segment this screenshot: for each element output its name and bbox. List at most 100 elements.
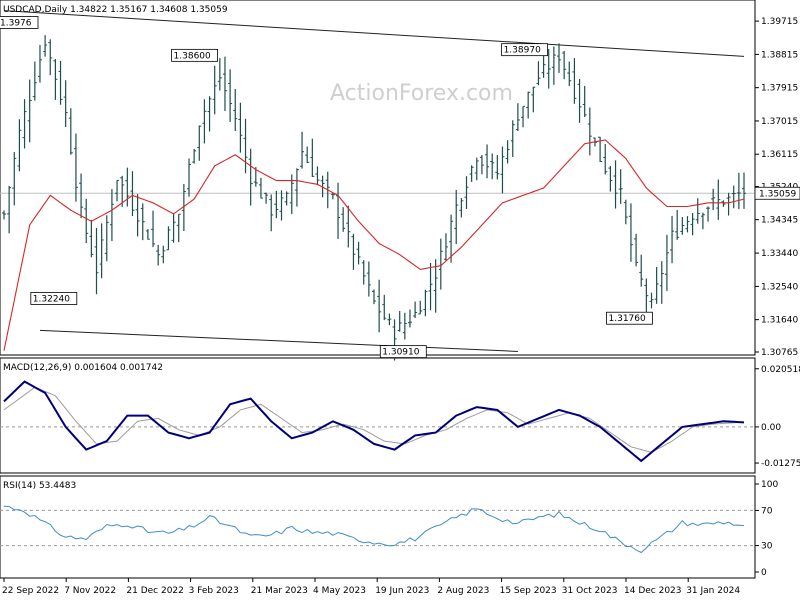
price-annotation: 1.30910 — [379, 345, 427, 359]
price-bar — [17, 119, 22, 172]
macd-pane-frame — [0, 357, 756, 474]
current-price-box: 1.35059 — [754, 186, 800, 200]
price-bar — [536, 61, 541, 86]
price-bar — [443, 233, 448, 261]
price-bar — [130, 171, 135, 217]
watermark: ActionForex.com — [330, 81, 513, 106]
price-ytick: 1.37915 — [755, 84, 798, 94]
price-bar — [7, 185, 12, 234]
rsi-lines — [0, 505, 755, 554]
tick-label: 31 Oct 2023 — [562, 586, 618, 596]
price-bar — [238, 102, 243, 153]
price-bar — [53, 59, 58, 100]
x-tick: 4 May 2023 — [313, 578, 366, 596]
price-bar — [181, 184, 186, 232]
price-bar — [469, 165, 474, 182]
annotation-box — [379, 345, 427, 359]
price-bar — [639, 254, 644, 287]
price-bar — [572, 58, 577, 104]
tick-label: 22 Sep 2022 — [2, 586, 59, 596]
annotation-label: 1.38970 — [504, 46, 541, 56]
price-bar — [567, 61, 572, 87]
price-ytick: 1.34345 — [755, 216, 798, 226]
macd-signal-line — [3, 386, 745, 453]
price-bar — [557, 43, 561, 73]
price-bar — [675, 209, 680, 240]
price-bar — [372, 289, 376, 305]
price-bar — [2, 210, 6, 220]
price-bar — [99, 223, 104, 279]
price-bar — [438, 238, 443, 290]
tick-label: 1.37015 — [761, 117, 798, 127]
price-bar — [346, 205, 351, 248]
price-bar — [618, 169, 623, 204]
price-bar — [156, 244, 161, 266]
price-bar — [742, 172, 746, 209]
price-bar — [222, 56, 227, 112]
annotation-label: 1.31760 — [609, 314, 646, 324]
current-price-label: 1.35059 — [759, 189, 796, 199]
price-bar — [510, 120, 515, 157]
x-tick: 21 Dec 2022 — [126, 578, 184, 596]
price-bar — [459, 198, 464, 218]
tick-label: 21 Dec 2022 — [126, 586, 183, 596]
tick-label: 1.32540 — [761, 282, 798, 292]
price-bar — [341, 207, 346, 232]
macd-pane-title: MACD(12,26,9) 0.001604 0.001742 — [3, 363, 163, 373]
price-bar — [423, 289, 428, 317]
price-bar — [176, 213, 181, 243]
price-bar — [690, 213, 695, 236]
macd-ytick: 0.020518 — [755, 365, 800, 375]
tick-label: 0 — [761, 568, 767, 578]
price-bar — [27, 79, 32, 143]
price-bar — [500, 146, 505, 194]
price-bar — [515, 103, 520, 132]
price-bar — [274, 190, 279, 219]
rsi-line — [3, 505, 745, 554]
annotation-label: 1.3976 — [0, 18, 32, 28]
price-bar — [731, 185, 736, 209]
x-tick: 21 Mar 2023 — [251, 578, 308, 596]
price-bar — [305, 146, 310, 164]
price-bar — [294, 168, 299, 207]
price-bar — [711, 188, 716, 211]
price-bar — [202, 99, 207, 144]
annotation-box — [606, 311, 653, 325]
y-axis-ticks: 1.397151.388151.379151.370151.361151.352… — [754, 17, 800, 578]
tick-label: 1.31640 — [761, 316, 798, 326]
tick-label: 1.38815 — [761, 50, 798, 60]
annotation-label: 1.32240 — [33, 294, 70, 304]
price-bar — [68, 108, 73, 155]
tick-label: 1.39715 — [761, 17, 798, 27]
tick-label: 0.00 — [761, 423, 781, 433]
price-bar — [351, 233, 356, 270]
x-tick: 2 Aug 2023 — [437, 578, 489, 596]
price-bar — [670, 215, 675, 264]
x-tick: 7 Nov 2022 — [64, 578, 116, 596]
price-bar — [336, 182, 341, 239]
x-tick: 14 Dec 2023 — [624, 578, 682, 596]
price-bar — [284, 191, 289, 206]
price-pane-frame — [0, 0, 756, 356]
price-bar — [243, 118, 248, 174]
price-bar — [310, 138, 315, 177]
price-bar — [587, 107, 592, 156]
price-bar — [721, 200, 726, 207]
price-bar — [207, 96, 212, 132]
tick-label: 21 Mar 2023 — [251, 586, 308, 596]
price-bar — [279, 190, 284, 221]
tick-label: 14 Dec 2023 — [624, 586, 682, 596]
price-bar — [94, 227, 99, 295]
price-bar — [161, 245, 166, 264]
channel-lower-line — [39, 329, 518, 352]
macd-ytick: -0.012755 — [755, 459, 800, 469]
price-bar — [73, 133, 78, 202]
tick-label: 31 Jan 2024 — [686, 586, 740, 596]
price-annotation: 1.32240 — [30, 292, 78, 305]
price-bar — [685, 216, 690, 233]
tick-label: 4 May 2023 — [313, 586, 366, 596]
price-annotation: 1.38600 — [171, 48, 218, 62]
price-bar — [397, 310, 402, 332]
x-axis-ticks: 22 Sep 2022 7 Nov 2022 21 Dec 2022 3 Feb 20… — [2, 578, 740, 596]
